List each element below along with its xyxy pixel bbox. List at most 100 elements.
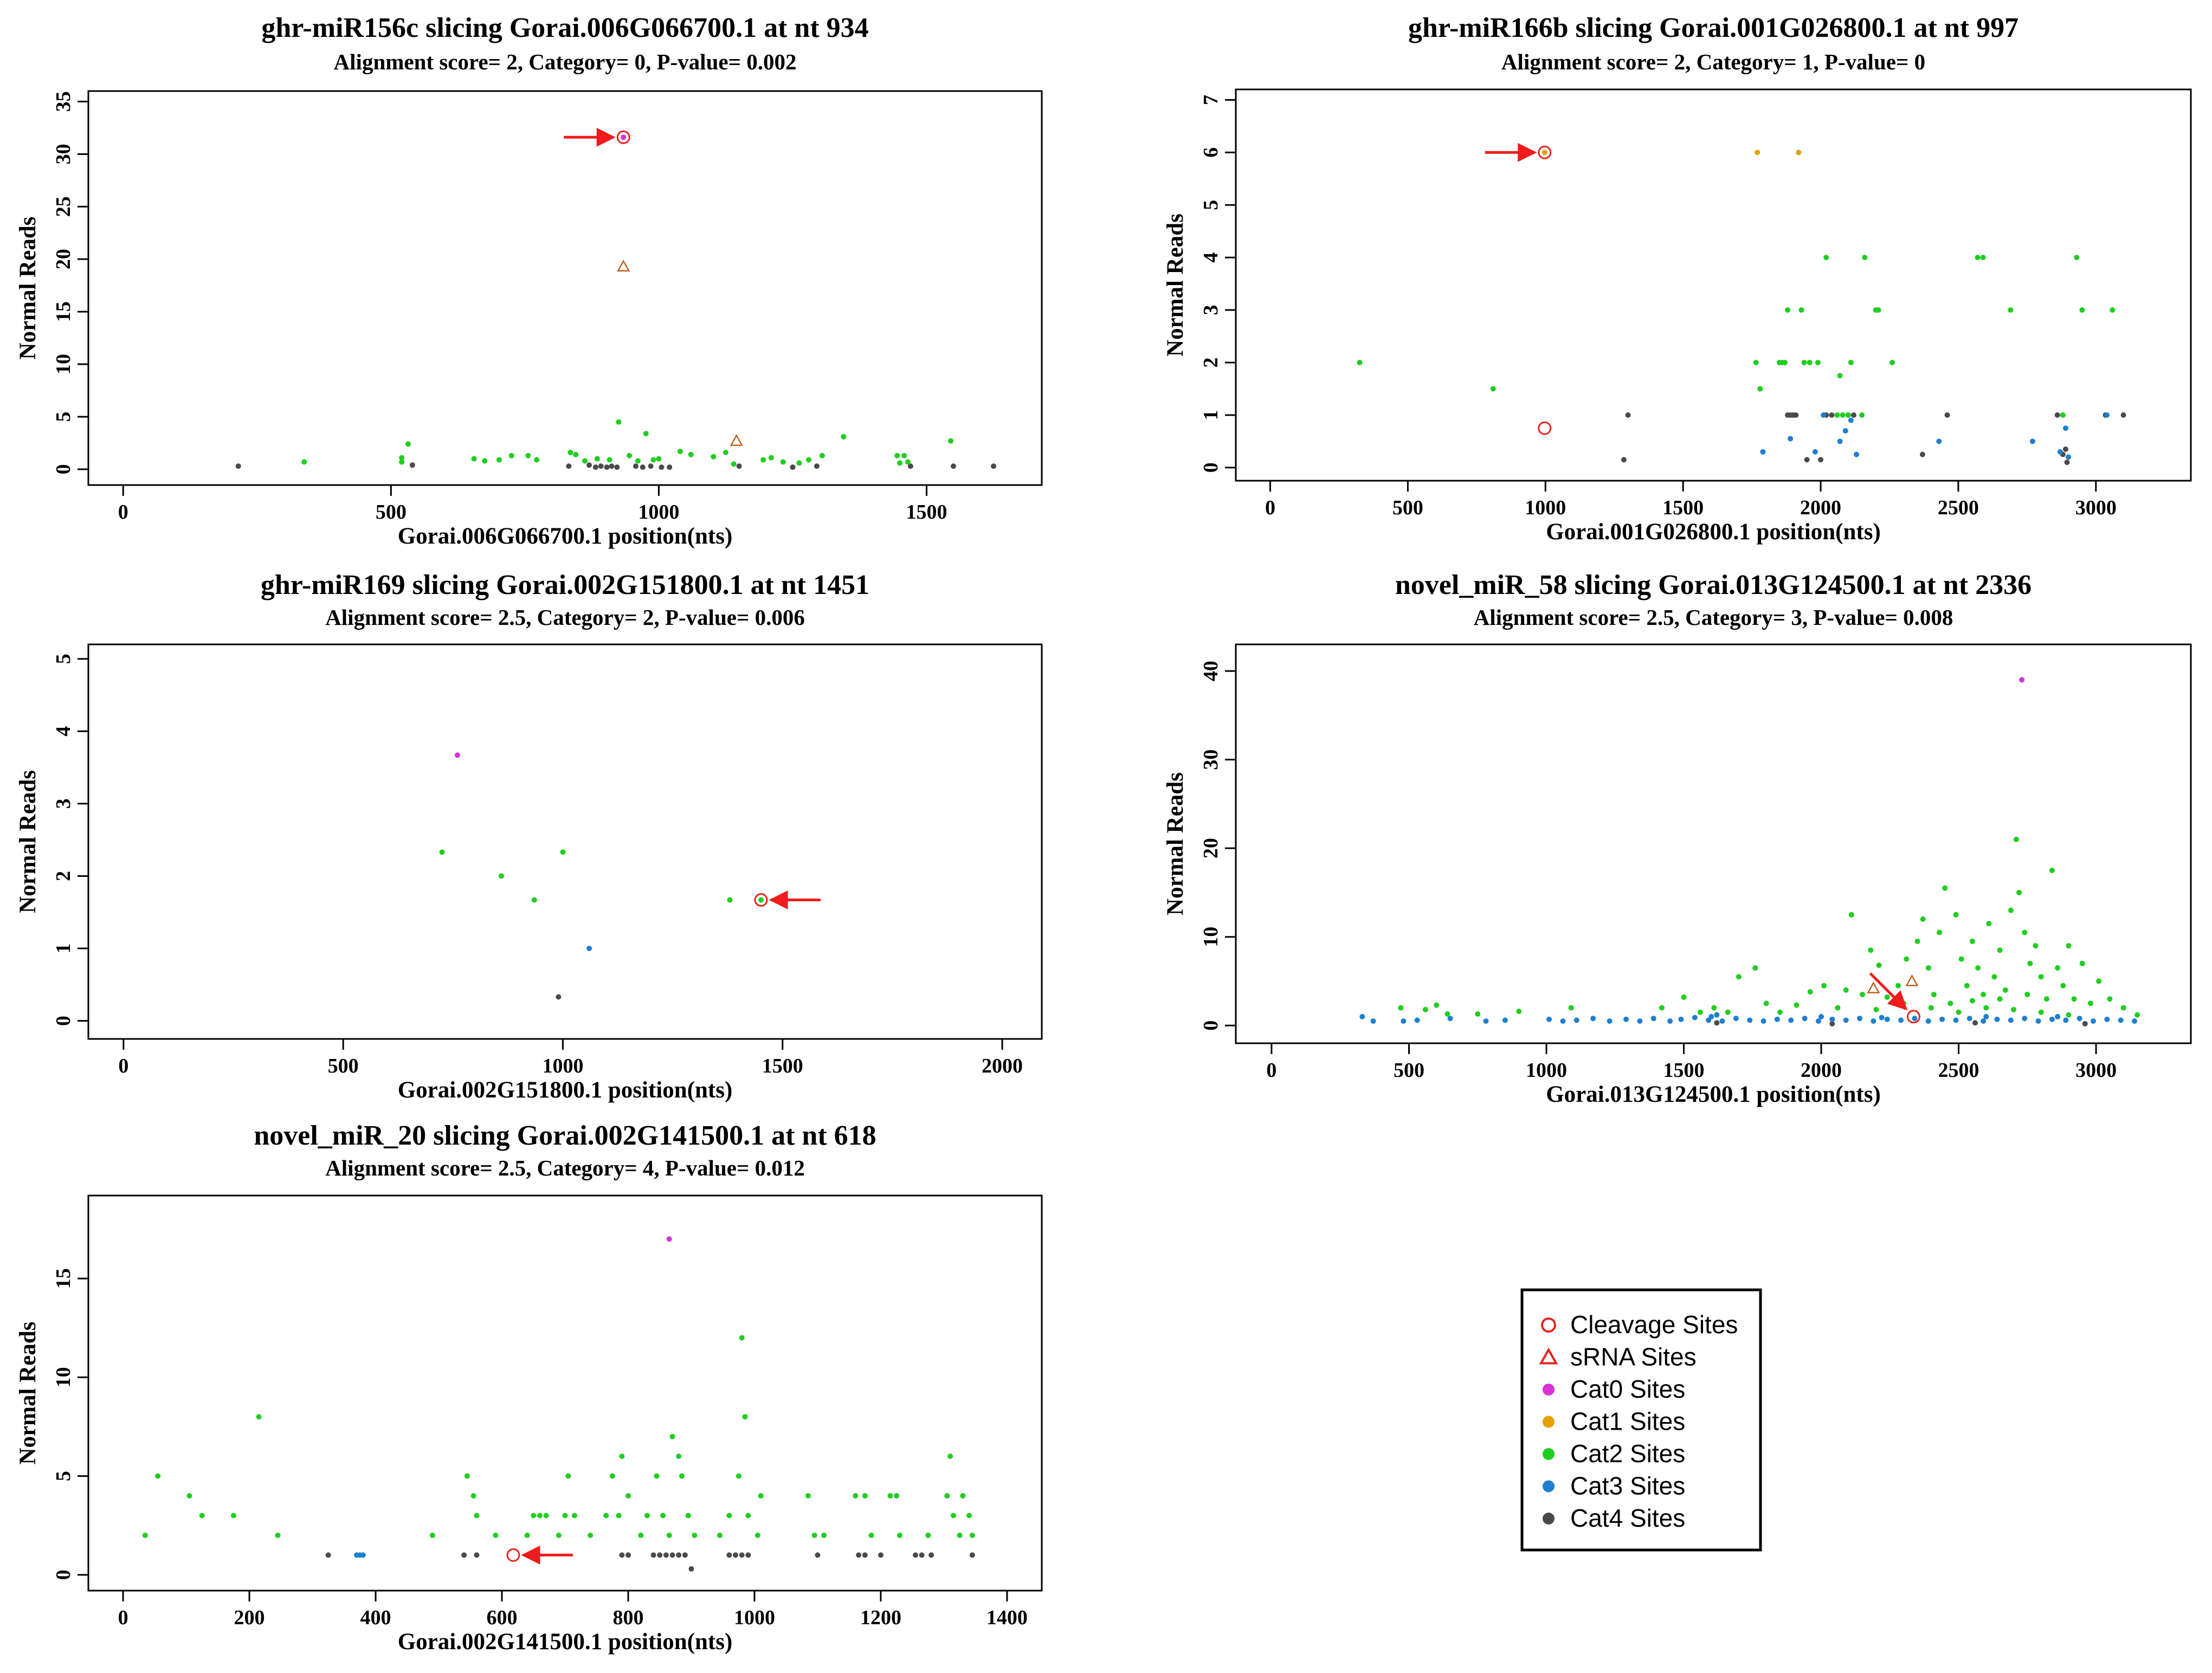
y-tick-label: 1 — [52, 944, 75, 954]
legend-items: Cleavage Sites sRNA Sites Cat0 Sites Cat1 S… — [1539, 1310, 1738, 1532]
cat4-point — [235, 463, 241, 469]
cat2-point — [524, 1532, 530, 1538]
cat2-point — [571, 1513, 577, 1519]
cat2-point — [1876, 963, 1882, 968]
cat3-point — [1788, 1017, 1794, 1023]
cat3-point — [1818, 1013, 1824, 1019]
cat3-point — [2008, 1017, 2014, 1023]
cat3-point — [1966, 1016, 1972, 1022]
cat2-point — [498, 873, 504, 879]
cat2-point — [603, 1513, 609, 1519]
cat2-point — [471, 456, 477, 462]
cat2-point — [1956, 1009, 1962, 1015]
y-tick-label: 0 — [1199, 1020, 1222, 1031]
x-tick-label: 400 — [360, 1606, 391, 1629]
cat2-point — [142, 1532, 148, 1538]
cat2-point — [841, 434, 847, 440]
cat0-point — [621, 134, 627, 140]
cat2-point — [2066, 943, 2072, 949]
y-tick-label: 3 — [1199, 305, 1222, 315]
x-tick-label: 500 — [376, 501, 407, 524]
cleavage-site-marker — [506, 1548, 520, 1562]
cat3-point — [1898, 1017, 1904, 1023]
cat2-point — [1964, 983, 1970, 989]
cat2-point — [1845, 412, 1851, 418]
cat2-point — [429, 1532, 435, 1538]
x-axis-label: Gorai.001G026800.1 position(nts) — [1546, 519, 1881, 545]
cat2-point — [1763, 1000, 1769, 1006]
cat2-point — [1942, 885, 1948, 891]
x-tick-label: 0 — [118, 1606, 128, 1629]
cat2-point — [1931, 992, 1937, 998]
cat1-point — [1755, 150, 1760, 156]
cat2-point — [1981, 992, 1987, 998]
x-tick-label: 1000 — [734, 1606, 775, 1629]
y-tick-label: 0 — [1199, 462, 1222, 473]
legend-srna-triangle-icon — [1539, 1347, 1558, 1365]
cat4-point — [1829, 412, 1835, 418]
cat2-point — [1914, 938, 1920, 944]
cat3-point — [1981, 1018, 1987, 1024]
chart-panel-1: ghr-miR156c slicing Gorai.006G066700.1 a… — [15, 12, 1043, 549]
cat2-point — [894, 1493, 900, 1499]
cat2-point — [768, 455, 774, 461]
x-tick-label: 3000 — [2075, 496, 2117, 519]
y-tick-label: 5 — [52, 1471, 75, 1481]
cat2-point — [2033, 943, 2039, 949]
cat4-point — [878, 1552, 883, 1558]
y-tick-label: 6 — [1199, 147, 1222, 158]
cat4-point — [862, 1552, 868, 1558]
x-tick-label: 1500 — [1662, 496, 1704, 519]
cat2-point — [2010, 1006, 2016, 1012]
cat3-point — [1708, 1013, 1714, 1019]
cat4-point — [1804, 457, 1810, 463]
cat3-point — [2076, 1016, 2082, 1022]
cat3-point — [2055, 1013, 2061, 1019]
cat2-point — [894, 453, 900, 458]
x-tick-label: 500 — [1392, 496, 1423, 519]
cat3-point — [1788, 436, 1794, 442]
cat2-point — [2079, 307, 2085, 313]
cat2-point — [1895, 983, 1901, 989]
cat2-point — [1752, 965, 1758, 971]
cat2-point — [1997, 947, 2003, 953]
cat2-point — [901, 453, 907, 458]
cat2-point — [482, 458, 488, 464]
cat2-point — [2060, 983, 2066, 989]
cat3-point — [2118, 1017, 2124, 1023]
y-tick-label: 10 — [52, 354, 75, 374]
cat0-point — [666, 1236, 672, 1242]
cat2-point — [758, 897, 764, 903]
cat2-point — [2043, 996, 2049, 1002]
cat2-point — [966, 1513, 972, 1519]
cat2-point — [1843, 987, 1849, 993]
legend-label: Cleavage Sites — [1570, 1310, 1738, 1339]
x-tick-label: 2000 — [1800, 496, 1841, 519]
cat2-point — [1835, 1005, 1841, 1011]
cat2-point — [638, 1532, 644, 1538]
y-tick-label: 30 — [52, 144, 75, 164]
cat4-point — [2054, 412, 2060, 418]
cat4-point — [969, 1552, 975, 1558]
cat4-point — [736, 463, 742, 469]
cat2-point — [1444, 1011, 1450, 1017]
cat2-point — [537, 1513, 543, 1519]
cat2-point — [256, 1414, 262, 1420]
cat2-point — [677, 448, 683, 454]
cat2-point — [1777, 1009, 1783, 1015]
x-axis-label: Gorai.006G066700.1 position(nts) — [398, 524, 733, 549]
cat2-point — [1969, 938, 1975, 944]
chart-subtitle: Alignment score= 2, Category= 0, P-value… — [334, 49, 797, 74]
legend-cleavage-circle-icon — [1541, 1317, 1556, 1333]
cat3-point — [1637, 1018, 1643, 1024]
cat3-point — [2030, 438, 2036, 444]
x-tick-label: 2500 — [1938, 496, 1979, 519]
x-tick-label: 2500 — [1938, 1059, 1979, 1082]
cat1-point — [1796, 150, 1802, 156]
x-tick-label: 500 — [328, 1055, 359, 1077]
cat2-point — [947, 1454, 953, 1459]
cat3-point — [2049, 1016, 2055, 1022]
legend-label: Cat1 Sites — [1570, 1407, 1685, 1436]
cat2-point — [1807, 359, 1813, 365]
